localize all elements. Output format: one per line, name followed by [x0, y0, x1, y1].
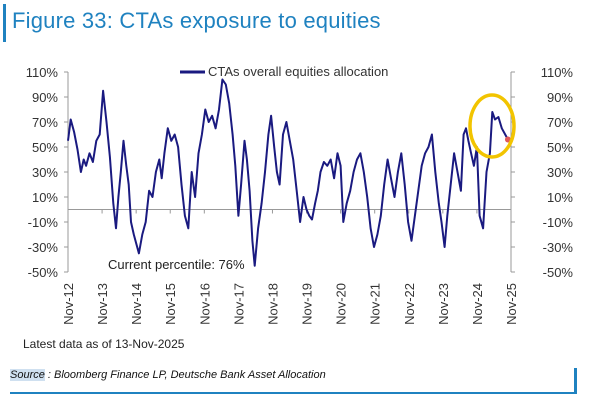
y-tick-label-left: -50%	[28, 265, 59, 280]
y-tick-label-left: 10%	[32, 190, 58, 205]
x-tick-label: Nov-15	[163, 283, 178, 325]
frame-bottom-bar	[10, 392, 577, 394]
line-chart: 110% 90% 70% 50% 30% 10% -10% -30% -50% 110% 90% 7…	[26, 64, 574, 325]
x-tick-label: Nov-22	[402, 283, 417, 325]
x-tick-label: Nov-16	[197, 283, 212, 325]
y-tick-label-right: 90%	[547, 90, 573, 105]
x-tick-label: Nov-18	[265, 283, 280, 325]
x-tick-label: Nov-23	[436, 283, 451, 325]
y-tick-label-right: 50%	[547, 140, 573, 155]
legend-label: CTAs overall equities allocation	[208, 64, 388, 79]
x-tick-label: Nov-12	[61, 283, 76, 325]
x-tick-label: Nov-21	[368, 283, 383, 325]
latest-data-note: Latest data as of 13-Nov-2025	[23, 337, 185, 351]
y-tick-label-right: -50%	[543, 265, 574, 280]
series-line-ctas-allocation	[67, 78, 509, 267]
source-label: Source	[10, 369, 45, 381]
highlight-circle	[468, 93, 516, 159]
y-tick-label-left: -10%	[28, 215, 59, 230]
x-tick-label: Nov-24	[470, 283, 485, 325]
x-tick-label: Nov-17	[231, 283, 246, 325]
y-tick-label-left: -30%	[28, 240, 59, 255]
right-y-axis: 110% 90% 70% 50% 30% 10% -10% -30% -50%	[510, 65, 574, 280]
y-tick-label-right: -10%	[543, 215, 574, 230]
source-text: : Bloomberg Finance LP, Deutsche Bank As…	[44, 369, 326, 381]
y-tick-label-right: 110%	[541, 65, 574, 80]
x-tick-label: Nov-14	[129, 283, 144, 325]
x-tick-label: Nov-25	[504, 283, 519, 325]
y-tick-label-left: 70%	[32, 115, 58, 130]
y-tick-label-right: 10%	[547, 190, 573, 205]
y-tick-label-left: 90%	[32, 90, 58, 105]
y-tick-label-right: 70%	[547, 115, 573, 130]
title-accent-bar	[3, 4, 6, 42]
frame-right-bar	[574, 368, 577, 394]
current-percentile-annotation: Current percentile: 76%	[108, 257, 245, 272]
y-tick-label-right: 30%	[547, 165, 573, 180]
x-tick-label: Nov-19	[300, 283, 315, 325]
y-tick-label-left: 50%	[32, 140, 58, 155]
left-y-axis: 110% 90% 70% 50% 30% 10% -10% -30% -50%	[26, 65, 69, 280]
source-line: Source : Bloomberg Finance LP, Deutsche …	[10, 369, 326, 381]
legend: CTAs overall equities allocation	[180, 64, 388, 79]
x-tick-label: Nov-20	[334, 283, 349, 325]
x-tick-label: Nov-13	[95, 283, 110, 325]
y-tick-label-left: 30%	[32, 165, 58, 180]
x-axis: Nov-12 Nov-13 Nov-14 Nov-15 Nov-16 Nov-17 Nov-…	[61, 209, 519, 325]
figure-title: Figure 33: CTAs exposure to equities	[12, 8, 381, 33]
y-tick-label-right: -30%	[543, 240, 574, 255]
y-tick-label-left: 110%	[26, 65, 59, 80]
